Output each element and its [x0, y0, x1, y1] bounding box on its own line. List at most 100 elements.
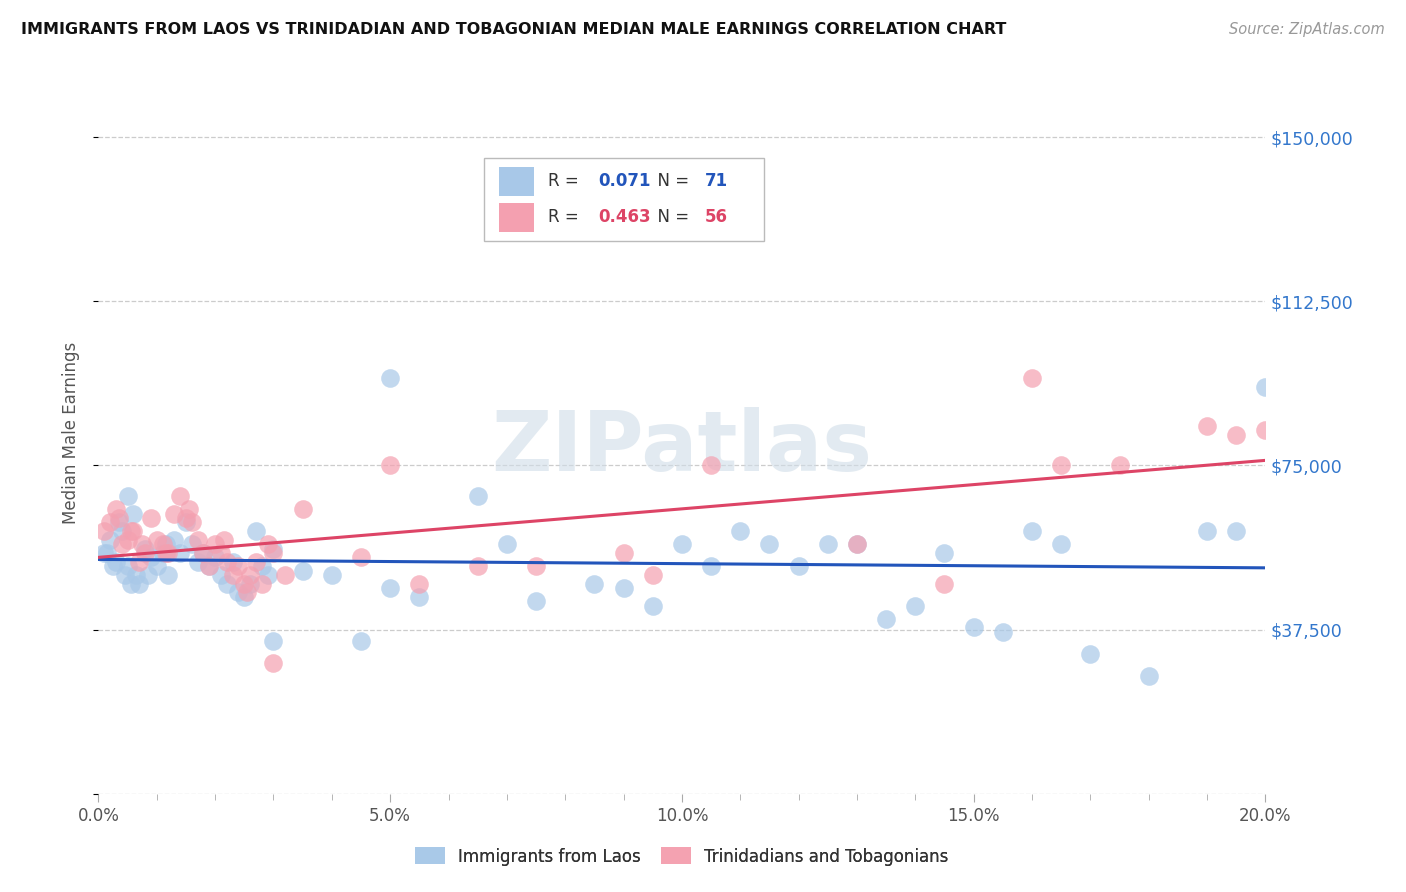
Point	[233, 590, 256, 604]
FancyBboxPatch shape	[499, 202, 534, 232]
Point	[846, 537, 869, 551]
Point	[641, 599, 664, 613]
Point	[114, 568, 136, 582]
Point	[209, 546, 232, 560]
Point	[104, 502, 127, 516]
Text: 56: 56	[706, 209, 728, 227]
Point	[700, 559, 723, 574]
Text: R =: R =	[548, 209, 583, 227]
Point	[263, 546, 285, 560]
Point	[146, 559, 169, 574]
Text: 71: 71	[706, 172, 728, 190]
Point	[1225, 427, 1247, 442]
Point	[787, 559, 810, 574]
Point	[1197, 419, 1219, 434]
Point	[120, 524, 142, 538]
Point	[962, 620, 984, 634]
Legend: Immigrants from Laos, Trinidadians and Tobagonians: Immigrants from Laos, Trinidadians and T…	[408, 841, 956, 872]
Point	[263, 541, 285, 556]
Point	[111, 524, 134, 538]
Point	[209, 568, 232, 582]
Text: R =: R =	[548, 172, 583, 190]
Point	[104, 555, 127, 569]
Point	[136, 568, 159, 582]
Point	[700, 458, 723, 473]
Point	[152, 537, 174, 551]
Point	[1021, 371, 1043, 385]
Point	[934, 546, 956, 560]
Point	[131, 537, 153, 551]
Point	[408, 576, 430, 591]
Text: N =: N =	[647, 172, 695, 190]
Point	[1050, 458, 1073, 473]
Point	[1254, 379, 1277, 393]
Point	[671, 537, 693, 551]
Point	[157, 568, 180, 582]
Point	[111, 537, 134, 551]
FancyBboxPatch shape	[484, 158, 763, 241]
Point	[239, 576, 262, 591]
Point	[134, 541, 156, 556]
Point	[236, 585, 259, 599]
Point	[117, 559, 139, 574]
Point	[817, 537, 839, 551]
Point	[291, 502, 314, 516]
Point	[233, 576, 256, 591]
Point	[380, 581, 402, 595]
Point	[730, 524, 752, 538]
Point	[1080, 647, 1102, 661]
Point	[163, 533, 186, 547]
Point	[180, 516, 202, 530]
Point	[204, 550, 226, 565]
Point	[380, 371, 402, 385]
Point	[245, 524, 267, 538]
Point	[250, 576, 273, 591]
Point	[228, 559, 250, 574]
Y-axis label: Median Male Earnings: Median Male Earnings	[62, 342, 80, 524]
Point	[155, 546, 177, 560]
Point	[256, 537, 278, 551]
Point	[846, 537, 869, 551]
Point	[321, 568, 343, 582]
Point	[193, 546, 215, 560]
Text: IMMIGRANTS FROM LAOS VS TRINIDADIAN AND TOBAGONIAN MEDIAN MALE EARNINGS CORRELAT: IMMIGRANTS FROM LAOS VS TRINIDADIAN AND …	[21, 22, 1007, 37]
Point	[263, 656, 285, 670]
Point	[198, 559, 221, 574]
Point	[758, 537, 780, 551]
Point	[98, 516, 121, 530]
Point	[524, 594, 547, 608]
Point	[204, 537, 226, 551]
Point	[101, 559, 124, 574]
Point	[221, 555, 243, 569]
Point	[122, 507, 145, 521]
Point	[496, 537, 519, 551]
Point	[93, 546, 115, 560]
Point	[120, 576, 142, 591]
Point	[1108, 458, 1130, 473]
Point	[163, 507, 186, 521]
Point	[117, 489, 139, 503]
Point	[641, 568, 664, 582]
Text: ZIPatlas: ZIPatlas	[492, 407, 872, 488]
Point	[187, 533, 209, 547]
Point	[146, 533, 169, 547]
Point	[613, 546, 636, 560]
Point	[1225, 524, 1247, 538]
Point	[934, 576, 956, 591]
Point	[250, 559, 273, 574]
Point	[467, 559, 489, 574]
Point	[139, 550, 162, 565]
Point	[174, 511, 197, 525]
Point	[169, 546, 191, 560]
Point	[215, 576, 238, 591]
Point	[221, 568, 243, 582]
Point	[274, 568, 297, 582]
Point	[1021, 524, 1043, 538]
Point	[263, 633, 285, 648]
Text: N =: N =	[647, 209, 695, 227]
Point	[108, 511, 131, 525]
Point	[228, 585, 250, 599]
Point	[524, 559, 547, 574]
Point	[245, 555, 267, 569]
Point	[875, 612, 897, 626]
